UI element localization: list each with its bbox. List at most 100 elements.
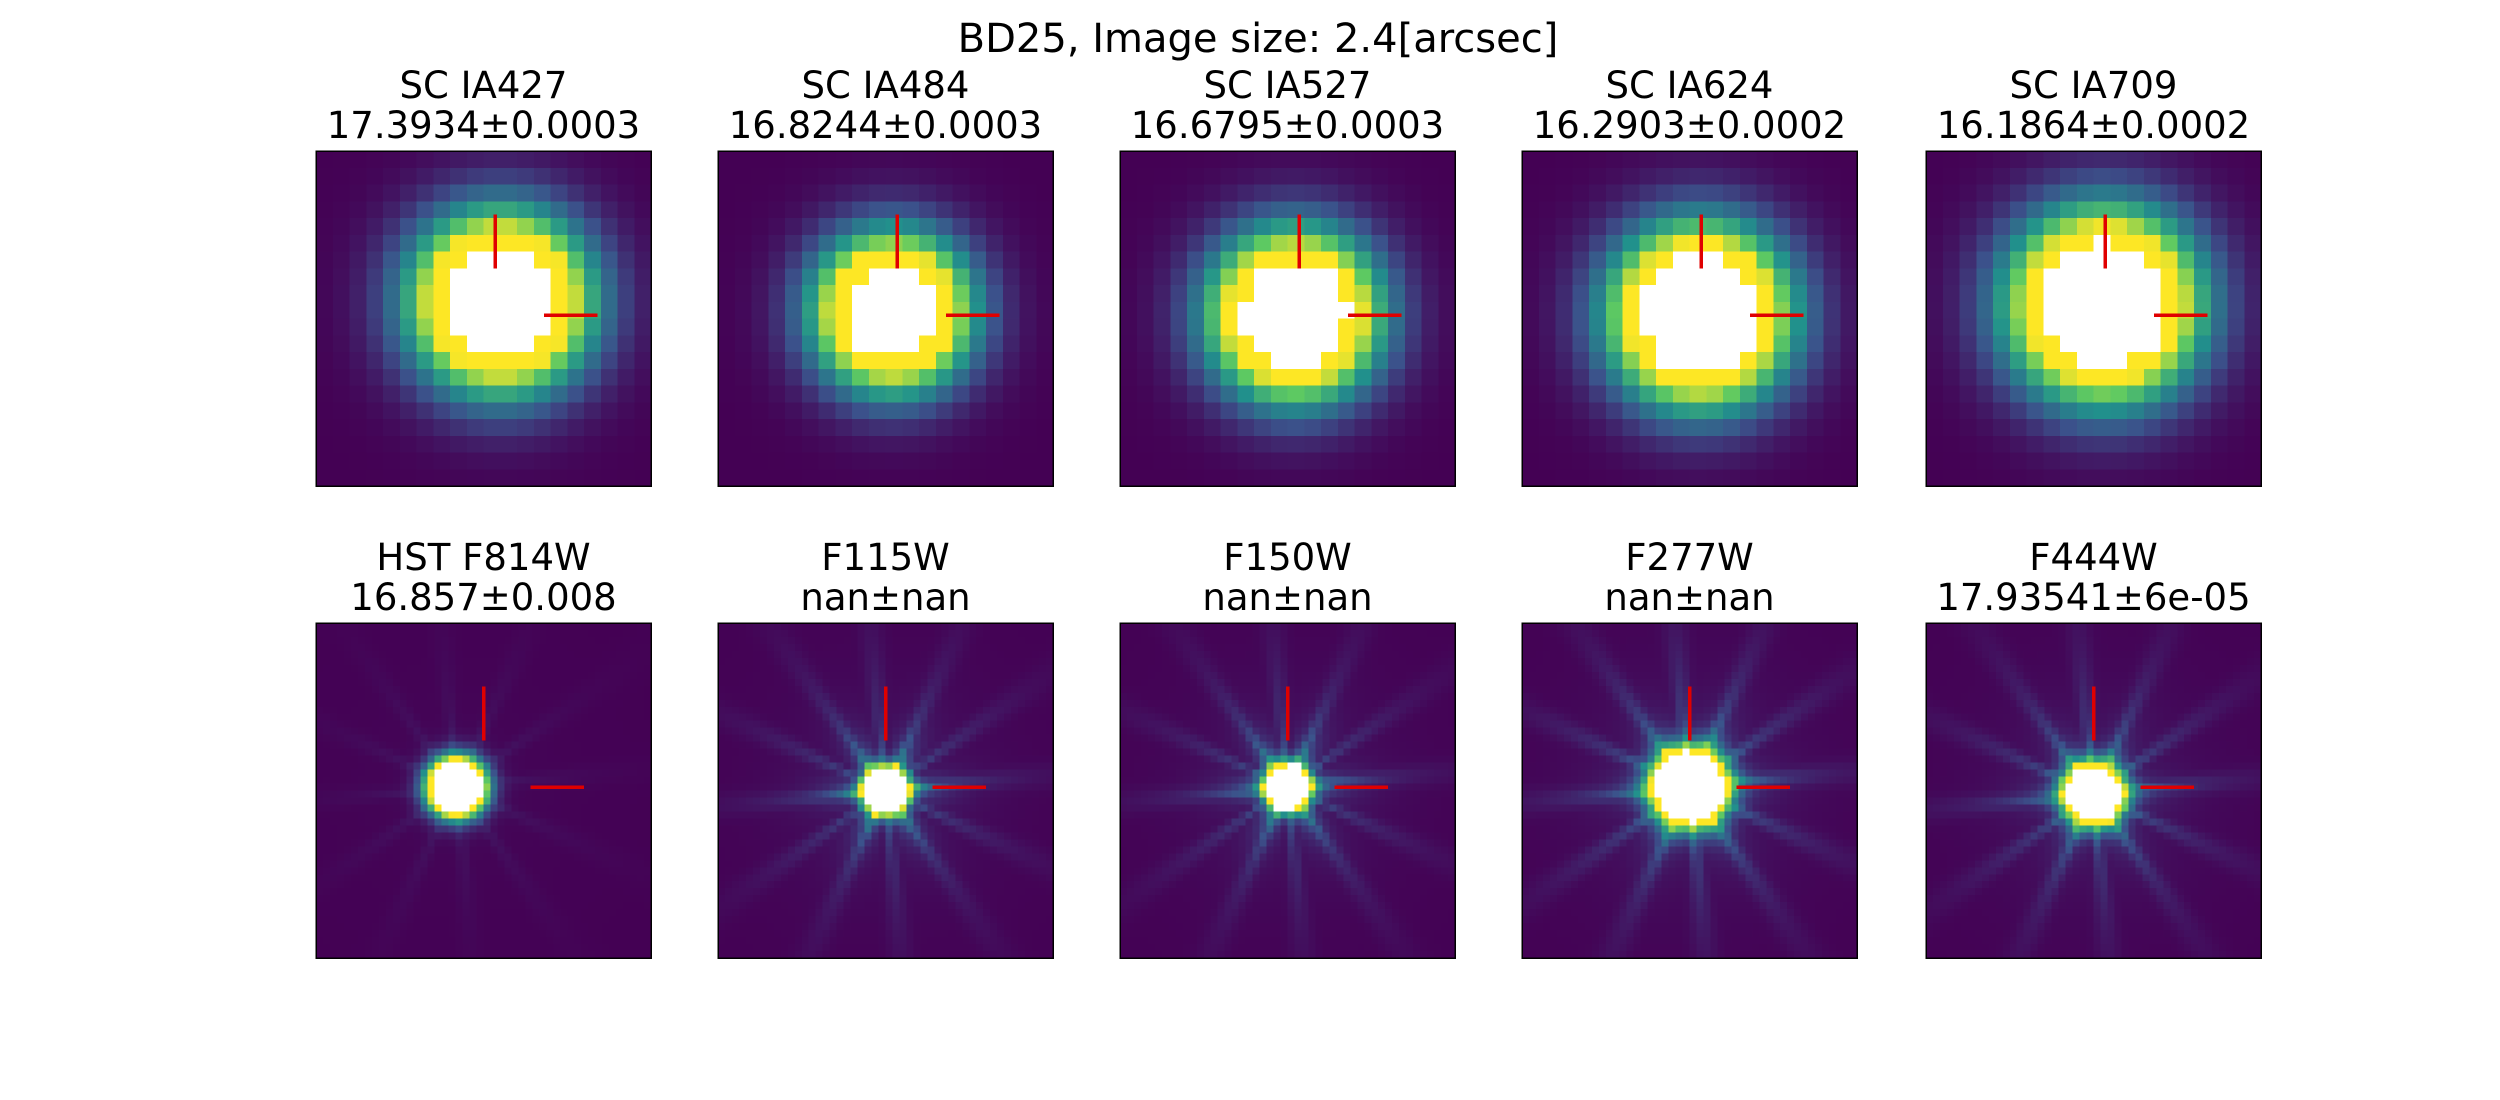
pixel <box>852 234 870 253</box>
pixel <box>2043 285 2061 303</box>
pixel <box>822 623 831 631</box>
pixel <box>1025 643 1033 652</box>
pixel <box>427 916 436 924</box>
pixel <box>913 692 921 701</box>
pixel <box>392 643 401 652</box>
pixel <box>1993 385 2011 403</box>
pixel <box>808 685 817 694</box>
pixel <box>1656 318 1674 336</box>
pixel <box>734 268 753 286</box>
pixel <box>1421 452 1439 470</box>
pixel <box>2110 268 2128 286</box>
pixel <box>630 874 638 882</box>
pixel <box>466 268 485 286</box>
pixel <box>322 846 331 854</box>
pixel <box>413 636 422 645</box>
panel-magnitude: 16.1864±0.0002 <box>1937 104 2250 147</box>
pixel <box>574 727 582 736</box>
pixel <box>815 664 824 673</box>
pixel <box>588 629 596 638</box>
pixel <box>1388 184 1406 202</box>
pixel <box>357 657 366 666</box>
pixel <box>574 776 582 785</box>
pixel <box>455 839 464 847</box>
pixel <box>616 923 624 931</box>
pixel <box>455 944 464 952</box>
pixel <box>364 727 373 736</box>
pixel <box>1739 368 1758 387</box>
pixel <box>434 825 443 833</box>
pixel <box>581 685 589 694</box>
pixel <box>497 650 506 659</box>
pixel <box>1756 335 1774 353</box>
pixel <box>490 790 499 799</box>
pixel <box>724 706 733 715</box>
pixel <box>1689 234 1707 253</box>
pixel <box>329 748 338 757</box>
pixel <box>718 699 726 708</box>
pixel <box>1823 251 1841 269</box>
pixel <box>808 623 817 631</box>
pixel <box>2160 419 2178 437</box>
pixel <box>378 881 387 889</box>
pixel <box>448 860 457 868</box>
pixel <box>1321 402 1339 420</box>
pixel <box>644 720 652 729</box>
pixel <box>364 762 373 771</box>
pixel <box>815 706 824 715</box>
pixel <box>1421 251 1439 269</box>
pixel <box>2244 301 2262 320</box>
pixel <box>349 268 367 286</box>
pixel <box>525 713 533 722</box>
pixel <box>1170 251 1188 269</box>
pixel <box>602 909 610 917</box>
pixel <box>550 218 568 236</box>
pixel <box>427 923 436 931</box>
pixel <box>768 167 786 186</box>
pixel <box>511 944 519 952</box>
pixel <box>1187 234 1205 253</box>
pixel <box>476 909 485 917</box>
pixel <box>1046 699 1054 708</box>
pixel <box>718 713 726 722</box>
pixel <box>787 629 796 638</box>
pixel <box>602 699 610 708</box>
pixel <box>2026 368 2044 387</box>
pixel <box>1790 435 1808 454</box>
pixel <box>539 944 547 952</box>
pixel <box>476 811 485 820</box>
pixel <box>734 385 753 403</box>
pixel <box>364 853 373 861</box>
pixel <box>399 783 408 792</box>
pixel <box>364 797 373 806</box>
pixel <box>1039 629 1047 638</box>
pixel <box>546 664 554 673</box>
pixel <box>322 650 331 659</box>
pixel <box>1806 385 1825 403</box>
pixel <box>630 671 638 680</box>
pixel <box>455 727 464 736</box>
pixel <box>1187 452 1205 470</box>
pixel <box>511 804 519 813</box>
pixel <box>1421 167 1439 186</box>
pixel <box>751 184 769 202</box>
pixel <box>644 623 652 631</box>
pixel <box>574 636 582 645</box>
pixel <box>731 657 740 666</box>
pixel <box>483 419 501 437</box>
pixel <box>511 846 519 854</box>
pixel <box>406 923 415 931</box>
pixel <box>532 804 540 813</box>
pixel <box>550 385 568 403</box>
pixel <box>935 335 954 353</box>
pixel <box>1153 352 1171 370</box>
pixel <box>469 748 478 757</box>
pixel <box>450 151 468 169</box>
pixel <box>644 888 652 896</box>
pixel <box>476 860 485 868</box>
pixel <box>433 218 451 236</box>
pixel <box>448 650 457 659</box>
pixel <box>462 748 471 757</box>
pixel <box>462 671 471 680</box>
pixel <box>801 671 810 680</box>
